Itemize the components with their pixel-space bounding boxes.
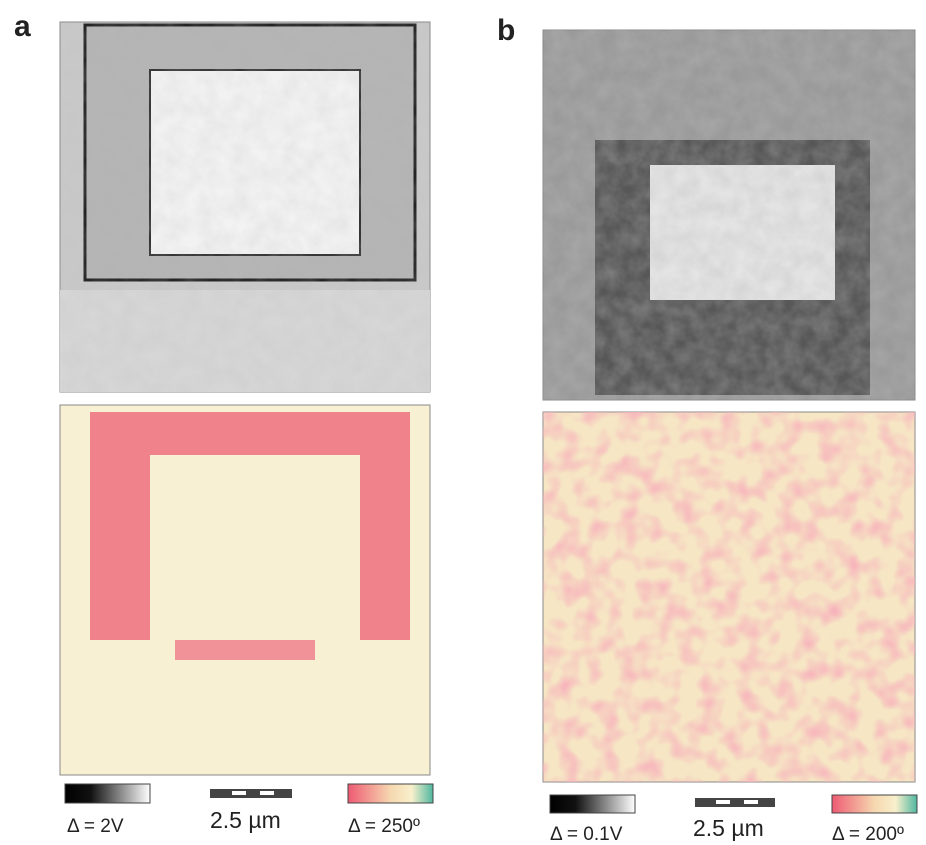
colorbar-label: Δ = 200º [832, 824, 904, 845]
colorbar-phase [831, 794, 918, 814]
colorbar-phase [347, 783, 434, 804]
scale-label: 2.5 µm [693, 815, 764, 841]
colorbar-label: Δ = 0.1V [550, 824, 623, 845]
image-b-phase [542, 411, 916, 783]
colorbar-gray [64, 783, 151, 804]
panel-label: b [497, 14, 515, 47]
scale-bar [695, 798, 775, 807]
image-b-potential [542, 29, 916, 401]
scale-label: 2.5 µm [210, 807, 281, 833]
colorbar-gray [549, 794, 636, 814]
colorbar-label: Δ = 250º [348, 816, 420, 837]
image-a-potential [59, 21, 431, 393]
image-a-phase [59, 404, 431, 776]
colorbar-label: Δ = 2V [67, 816, 124, 837]
scale-bar [210, 789, 292, 798]
panel-label: a [14, 10, 31, 43]
